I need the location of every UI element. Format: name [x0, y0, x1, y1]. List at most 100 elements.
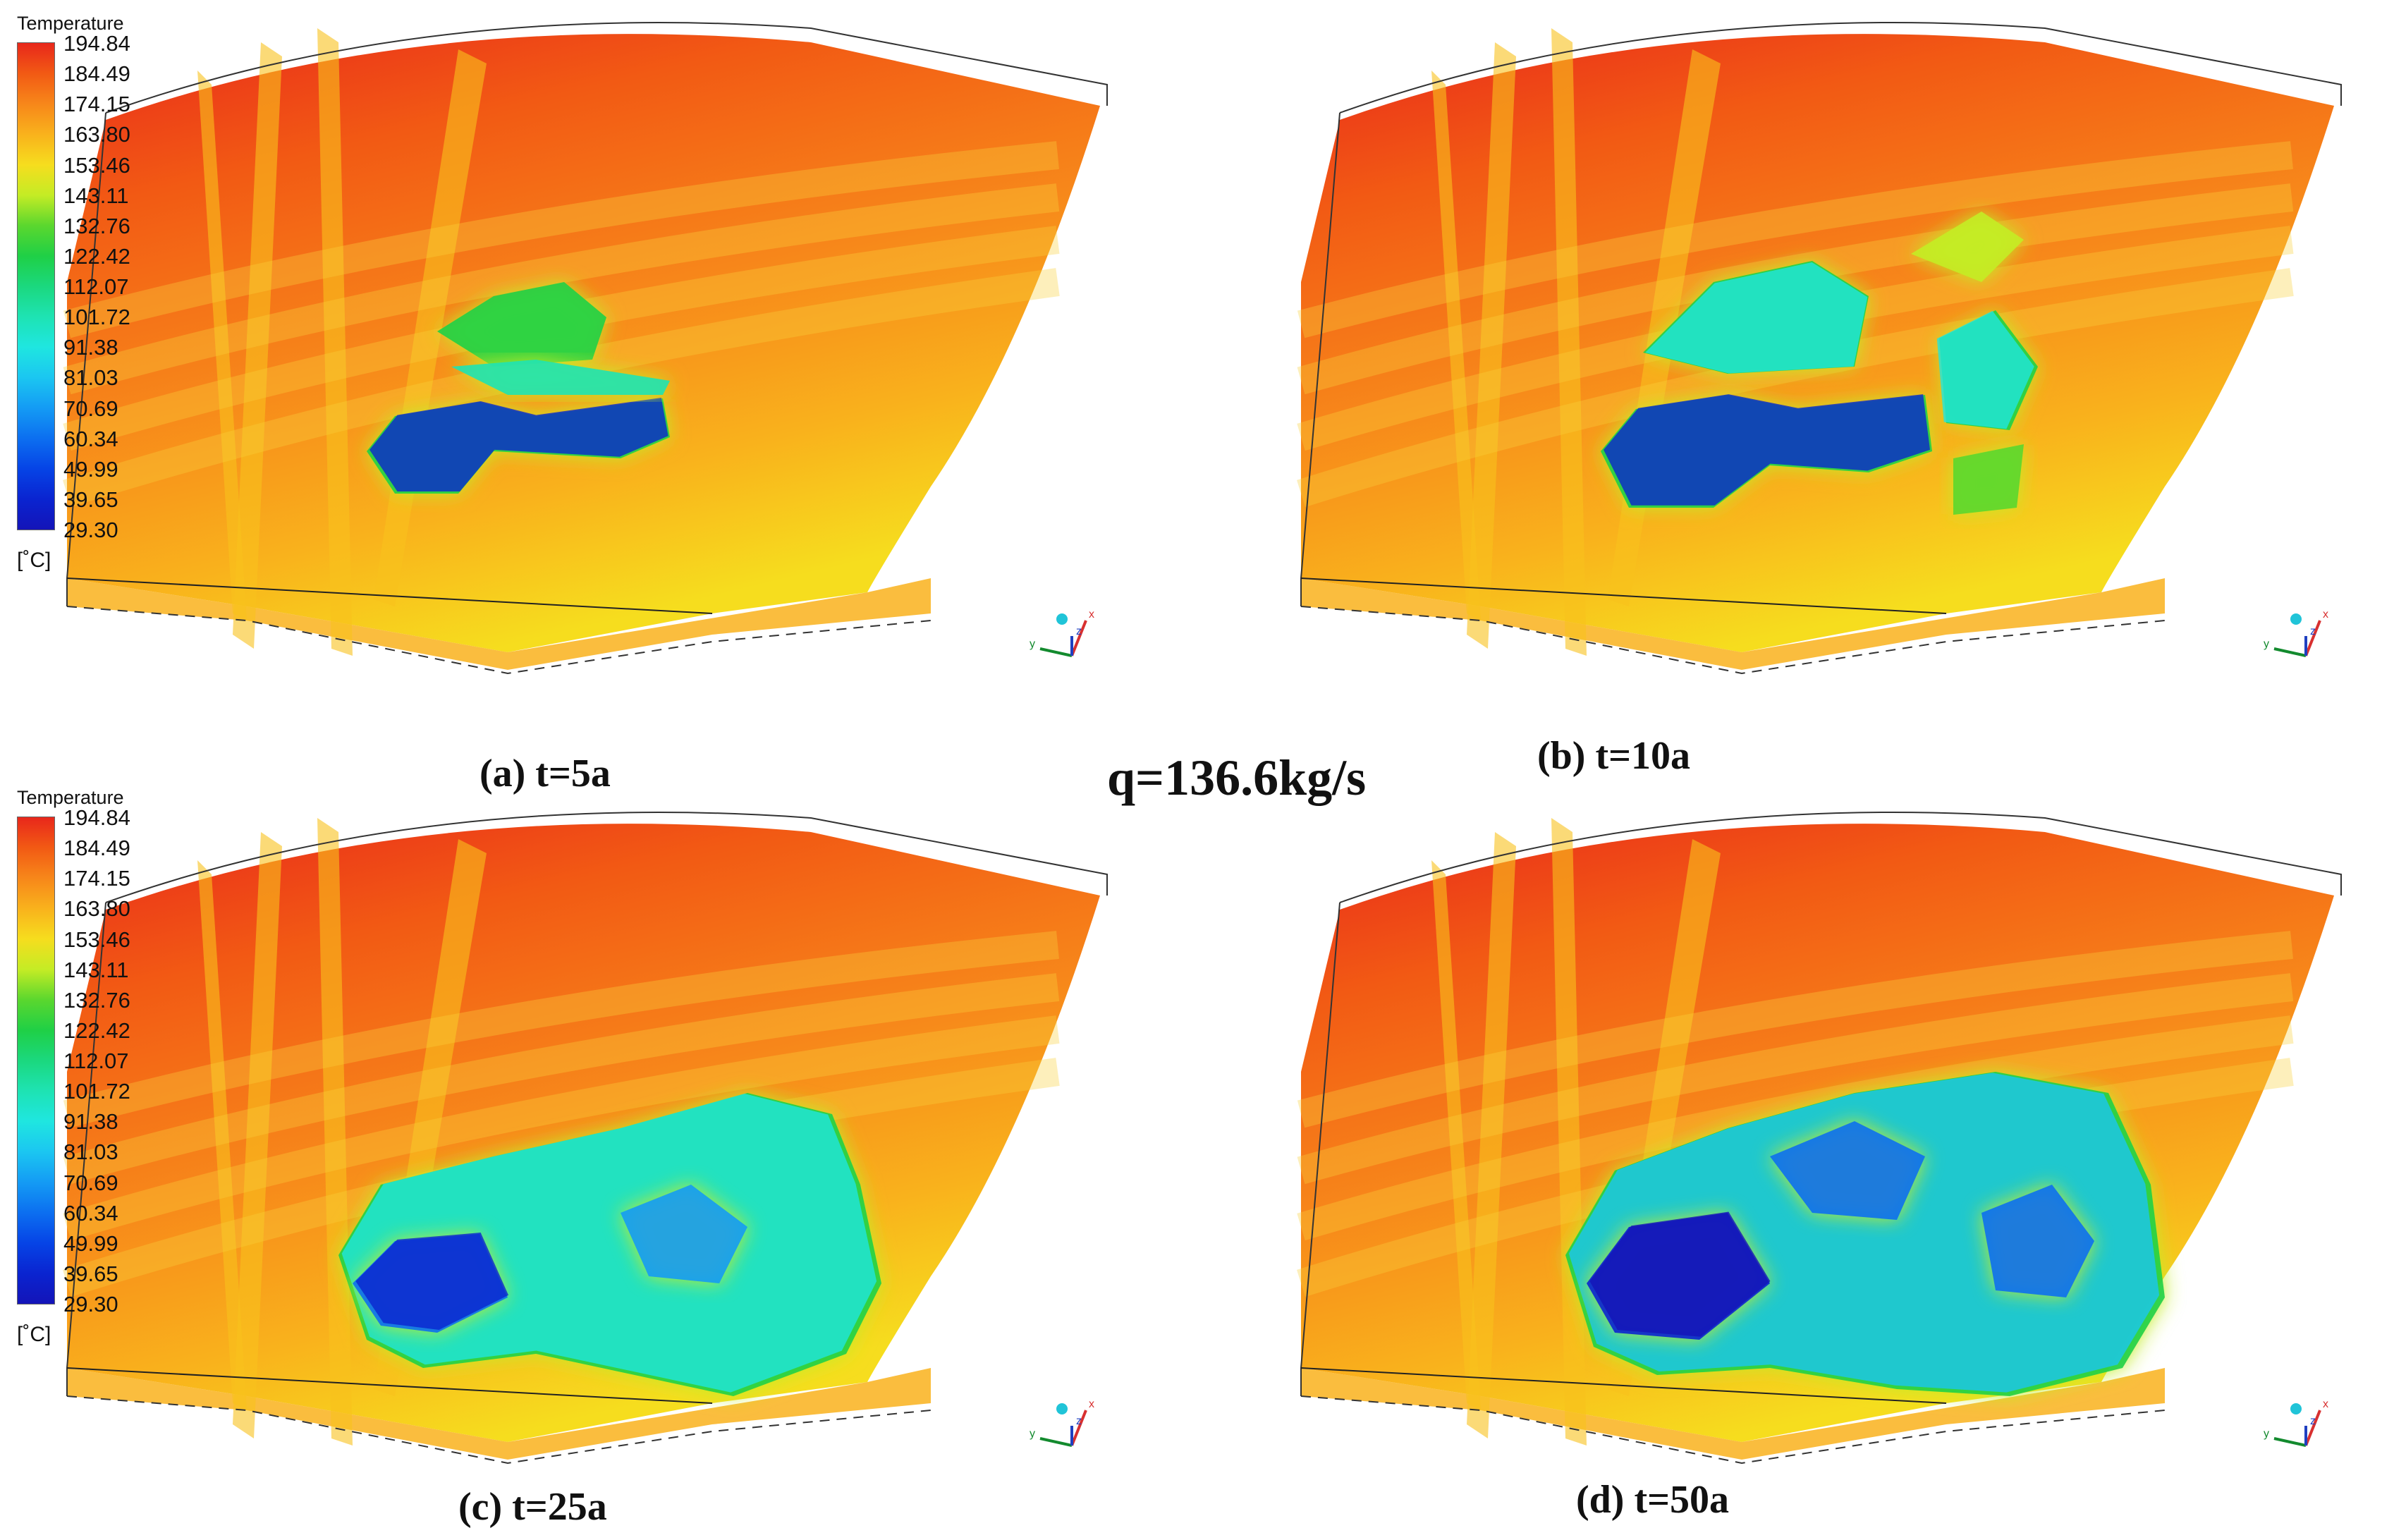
cold-zone	[621, 1185, 747, 1283]
legend-tick-label: 163.80	[63, 122, 130, 147]
axis-z-label: z	[1076, 625, 1082, 637]
panel-a: x y z	[0, 0, 1114, 705]
legend-tick-label: 122.42	[63, 1018, 130, 1043]
cold-zone-core	[1936, 310, 2034, 429]
legend-tick-label: 112.07	[63, 274, 129, 299]
legend-title: Temperature	[17, 13, 124, 34]
fault-plane	[233, 42, 282, 649]
contour-plot-d: x y z	[1297, 812, 2342, 1465]
caption-b: (b) t=10a	[1537, 734, 1690, 778]
axis-triad-icon: x y z	[1030, 1398, 1094, 1447]
fault-plane	[1431, 860, 1481, 1410]
cold-zone	[451, 360, 670, 395]
layer-band	[63, 1015, 1060, 1241]
cold-zone-core	[1589, 1211, 1771, 1337]
cold-zone-core	[1645, 262, 1868, 374]
contour-plot-c: x y z	[63, 812, 1108, 1465]
legend-tick-label: 174.15	[63, 866, 130, 891]
cold-zone	[1953, 444, 2024, 515]
legend-unit: [˚C]	[17, 549, 51, 572]
legend-tick-label: 29.30	[63, 518, 118, 542]
cold-zone	[437, 282, 606, 367]
domain-outline	[1300, 1367, 1947, 1404]
fault-plane	[1467, 832, 1516, 1438]
domain-outline	[1339, 22, 2342, 114]
contour-plot-b: x y z	[1297, 22, 2342, 675]
layer-band	[1297, 141, 2293, 338]
caption-c: (c) t=25a	[458, 1485, 607, 1529]
figure-title: q=136.6kg/s	[1107, 750, 1367, 806]
cold-zone	[1770, 1121, 1925, 1220]
contour-plot-a: x y z	[63, 22, 1108, 675]
domain-outline	[66, 578, 713, 614]
domain-outline	[105, 812, 1108, 903]
axis-x-label: x	[1089, 1398, 1094, 1410]
panel-b: x y z	[1234, 0, 2348, 705]
legend-tick-label: 194.84	[63, 805, 130, 830]
legend-tick-label: 143.11	[63, 957, 129, 982]
axis-z-label: z	[1076, 1415, 1082, 1427]
legend-tick-label: 153.46	[63, 927, 130, 952]
legend-tick-label: 91.38	[63, 1109, 118, 1135]
axis-triad-icon: x y z	[1030, 609, 1094, 657]
legend-tick-label: 70.69	[63, 396, 118, 421]
axis-x-label: x	[2323, 1398, 2328, 1410]
layer-band	[63, 973, 1060, 1185]
legend-tick-label: 143.11	[63, 183, 129, 208]
legend-tick-label: 39.65	[63, 487, 118, 512]
legend-tick-label: 49.99	[63, 456, 118, 482]
fault-plane	[197, 71, 247, 621]
layer-band	[1297, 931, 2293, 1128]
legend-unit: [˚C]	[17, 1323, 51, 1346]
color-bar	[17, 42, 55, 530]
legend-tick-label: 91.38	[63, 335, 118, 360]
legend-tick-label: 153.46	[63, 152, 130, 178]
legend-tick-label: 39.65	[63, 1261, 118, 1286]
domain-outline-dashed	[66, 1395, 932, 1465]
legend-tick-label: 49.99	[63, 1230, 118, 1256]
caption-a: (a) t=5a	[480, 752, 611, 795]
domain-outline	[1300, 578, 1947, 614]
layer-band	[1297, 268, 2294, 508]
color-bar	[17, 817, 55, 1304]
slab-edge	[1301, 1368, 2165, 1460]
caption-d: (d) t=50a	[1576, 1478, 1729, 1522]
fault-plane	[1467, 42, 1516, 649]
domain-outline-dashed	[1300, 606, 2166, 675]
legend-tick-label: 184.49	[63, 61, 130, 87]
legend-tick-label: 132.76	[63, 213, 130, 238]
legend-tick-label: 163.80	[63, 896, 130, 922]
axis-y-label: y	[2264, 1428, 2269, 1440]
cold-zone-core	[370, 398, 668, 491]
legend-tick-label: 184.49	[63, 836, 130, 861]
slab-edge	[1301, 578, 2165, 670]
axis-z-label: z	[2310, 1415, 2316, 1427]
domain-outline-dashed	[1300, 1395, 2166, 1465]
legend-title: Temperature	[17, 787, 124, 808]
legend-tick-label: 112.07	[63, 1049, 129, 1073]
layer-band	[63, 183, 1060, 395]
axis-x-label: x	[1089, 609, 1094, 621]
legend-tick-label: 29.30	[63, 1292, 118, 1316]
axis-triad-icon: x y z	[2264, 609, 2328, 657]
legend-tick-label: 60.34	[63, 1200, 118, 1226]
slab-edge	[67, 1368, 931, 1460]
fault-plane	[197, 860, 247, 1410]
axis-triad-icon: x y z	[2264, 1398, 2328, 1447]
axis-x-label: x	[2323, 609, 2328, 621]
cold-zone	[1911, 212, 2024, 282]
legend-tick-label: 70.69	[63, 1170, 118, 1195]
axis-y-label: y	[2264, 638, 2269, 650]
legend-tick-label: 101.72	[63, 305, 130, 330]
domain-outline	[105, 22, 1108, 114]
layer-band	[63, 141, 1059, 338]
layer-band	[63, 931, 1059, 1128]
fault-plane	[233, 832, 282, 1438]
cold-zone	[1981, 1185, 2094, 1297]
cold-zone-core	[1604, 394, 1930, 506]
fault-plane	[317, 28, 353, 656]
domain-outline-dashed	[66, 606, 932, 675]
axis-y-label: y	[1030, 1428, 1035, 1440]
legend-tick-label: 194.84	[63, 31, 130, 56]
legend-tick-label: 122.42	[63, 243, 130, 269]
